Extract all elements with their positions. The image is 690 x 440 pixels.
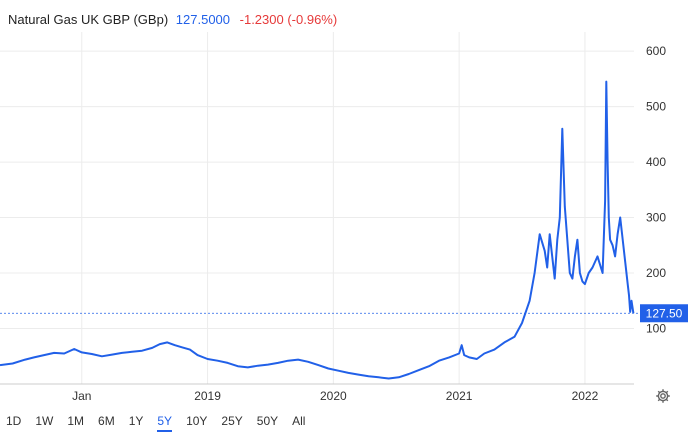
x-tick-label: 2022 [572,389,599,403]
y-tick-label: 500 [646,100,666,114]
x-tick-label: Jan [72,389,91,403]
last-price-badge-label: 127.50 [646,306,683,320]
y-axis-tick-labels: 100 200 300 400 500 600 [646,44,666,335]
gear-icon[interactable] [655,388,671,404]
y-tick-label: 200 [646,266,666,280]
x-axis-tick-labels: Jan 2019 2020 2021 2022 [72,389,599,403]
last-price-badge-box [640,304,688,323]
y-tick-label: 400 [646,155,666,169]
series-line [0,80,635,380]
x-tick-label: 2021 [446,389,473,403]
range-button-6m[interactable]: 6M [98,414,115,428]
last-price-badge: 127.50 [640,304,688,323]
y-tick-label: 600 [646,44,666,58]
y-tick-label: 100 [646,322,666,336]
range-button-1y[interactable]: 1Y [128,414,144,428]
range-selector: 1D 1W 1M 6M 1Y 5Y 10Y 25Y 50Y All [6,414,319,432]
chart-gridlines [0,32,634,385]
range-button-10y[interactable]: 10Y [186,414,208,428]
range-button-5y[interactable]: 5Y [157,414,173,432]
range-button-50y[interactable]: 50Y [256,414,279,428]
range-button-1w[interactable]: 1W [35,414,54,428]
x-tick-label: 2020 [320,389,347,403]
chart-header: Natural Gas UK GBP (GBp) 127.5000 -1.230… [8,12,337,27]
x-tick-label: 2019 [194,389,221,403]
range-button-1m[interactable]: 1M [67,414,85,428]
range-button-1d[interactable]: 1D [6,414,22,428]
current-price: 127.5000 [175,12,231,27]
instrument-title: Natural Gas UK GBP (GBp) [8,12,169,27]
price-change: -1.2300 (-0.96%) [239,12,338,27]
range-button-25y[interactable]: 25Y [221,414,243,428]
y-tick-label: 300 [646,211,666,225]
range-button-all[interactable]: All [292,414,306,428]
